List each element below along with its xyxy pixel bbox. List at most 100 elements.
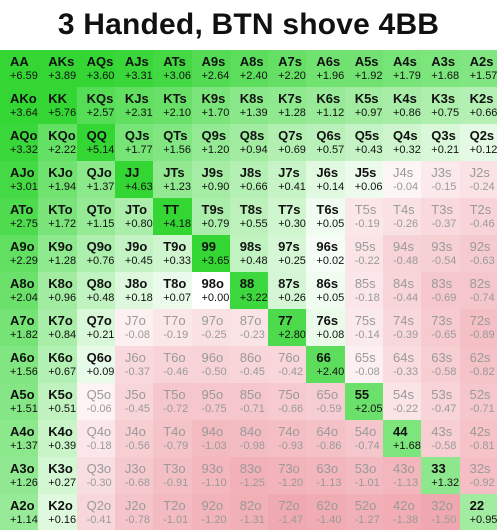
- hand-label: T3o: [163, 461, 186, 476]
- hand-label: 64s: [393, 350, 414, 365]
- hand-cell: 55 +2.05: [344, 383, 384, 421]
- ev-value: -0.45: [124, 403, 150, 415]
- hand-cell: T4o -0.79: [153, 420, 192, 458]
- ev-value: +1.79: [393, 70, 421, 82]
- ev-value: -0.86: [316, 440, 342, 452]
- hand-label: Q4s: [393, 128, 418, 143]
- hand-label: Q2o: [86, 498, 112, 513]
- hand-grid: AA +6.59 AKs +3.89 AQs +3.60 AJs +3.31 ATs +3.06 A…: [0, 50, 497, 530]
- ev-value: +1.39: [239, 107, 268, 119]
- hand-cell: K7o +0.84: [38, 309, 78, 347]
- ev-value: +1.28: [48, 255, 77, 267]
- hand-cell: Q2o -0.41: [76, 494, 116, 530]
- hand-label: 95s: [354, 239, 376, 254]
- ev-value: -0.82: [469, 366, 495, 378]
- hand-label: 84o: [239, 424, 262, 439]
- ev-value: -0.98: [239, 440, 265, 452]
- hand-label: 62o: [316, 498, 339, 513]
- hand-cell: T3o -0.91: [153, 457, 192, 495]
- ev-value: +0.84: [48, 329, 77, 341]
- ev-value: +5.76: [48, 107, 77, 119]
- hand-cell: K6o +0.67: [38, 346, 78, 384]
- ev-value: -0.48: [393, 255, 419, 267]
- hand-cell: TT +4.18: [153, 198, 192, 236]
- ev-value: +0.33: [163, 255, 192, 267]
- hand-label: K2s: [469, 91, 494, 106]
- hand-label: 95o: [201, 387, 224, 402]
- hand-cell: QJo +1.37: [76, 161, 116, 199]
- hand-cell: K2o +0.16: [38, 494, 78, 530]
- hand-cell: K5s +0.97: [344, 87, 384, 125]
- hand-cell: Q8o +0.48: [76, 272, 116, 310]
- ev-value: -1.50: [431, 514, 457, 526]
- hand-cell: 83o -1.25: [229, 457, 269, 495]
- hand-label: 83o: [239, 461, 262, 476]
- ev-value: +0.97: [354, 107, 383, 119]
- hand-label: TT: [163, 202, 180, 217]
- ev-value: +3.06: [163, 70, 192, 82]
- hand-cell: J7o -0.08: [114, 309, 154, 347]
- hand-cell: 72o -1.47: [268, 494, 307, 530]
- hand-label: A2o: [10, 498, 35, 513]
- hand-cell: K3o +0.27: [38, 457, 78, 495]
- hand-label: A4s: [393, 54, 417, 69]
- hand-cell: K2s +0.66: [459, 87, 497, 125]
- hand-cell: 82o -1.31: [229, 494, 269, 530]
- hand-label: 92o: [201, 498, 224, 513]
- hand-label: J2s: [469, 165, 490, 180]
- hand-label: 43o: [393, 461, 415, 476]
- ev-value: +1.26: [10, 477, 38, 489]
- ev-value: +0.67: [48, 366, 77, 378]
- hand-label: J4s: [393, 165, 414, 180]
- hand-cell: KJo +1.94: [38, 161, 78, 199]
- hand-label: A7o: [10, 313, 35, 328]
- ev-value: +2.57: [86, 107, 115, 119]
- hand-label: KQs: [86, 91, 114, 106]
- hand-cell: 63o -1.13: [306, 457, 346, 495]
- hand-cell: 95s -0.22: [344, 235, 384, 273]
- hand-label: 87s: [278, 276, 300, 291]
- ev-value: -0.08: [354, 366, 380, 378]
- hand-label: J9s: [201, 165, 224, 180]
- hand-label: Q8o: [86, 276, 112, 291]
- hand-label: 86s: [316, 276, 339, 291]
- hand-label: 42o: [393, 498, 415, 513]
- ev-value: +1.15: [86, 218, 115, 230]
- hand-cell: J8o +0.18: [114, 272, 154, 310]
- hand-label: A2s: [469, 54, 494, 69]
- hand-cell: T2o -1.01: [153, 494, 192, 530]
- hand-label: J7s: [278, 165, 300, 180]
- hand-cell: T8o +0.07: [153, 272, 192, 310]
- hand-cell: 73o -1.20: [268, 457, 307, 495]
- hand-cell: A7o +1.82: [0, 309, 39, 347]
- ev-value: +4.18: [163, 218, 192, 230]
- hand-label: J5o: [124, 387, 146, 402]
- hand-cell: 65s -0.08: [344, 346, 384, 384]
- ev-value: -0.91: [163, 477, 189, 489]
- hand-label: Q6o: [86, 350, 112, 365]
- ev-value: +1.32: [431, 477, 460, 489]
- hand-cell: A7s +2.20: [268, 50, 307, 88]
- hand-label: K8o: [48, 276, 73, 291]
- ev-value: +1.28: [278, 107, 306, 119]
- hand-cell: 86s +0.05: [306, 272, 346, 310]
- ev-value: -0.79: [163, 440, 189, 452]
- hand-label: T8s: [239, 202, 263, 217]
- ev-value: +1.23: [163, 181, 192, 193]
- hand-cell: Q7s +0.69: [268, 124, 307, 162]
- hand-label: Q2s: [469, 128, 495, 143]
- hand-cell: 53s -0.47: [421, 383, 461, 421]
- hand-label: AA: [10, 54, 29, 69]
- hand-label: T6o: [163, 350, 186, 365]
- hand-cell: 72s -0.89: [459, 309, 497, 347]
- hand-label: K4s: [393, 91, 417, 106]
- hand-label: K3o: [48, 461, 73, 476]
- hand-cell: 88 +3.22: [229, 272, 269, 310]
- hand-cell: 62o -1.40: [306, 494, 346, 530]
- hand-cell: 76s +0.08: [306, 309, 346, 347]
- ev-value: +0.76: [86, 255, 115, 267]
- ev-value: +0.08: [316, 329, 345, 341]
- hand-label: 43s: [431, 424, 453, 439]
- ev-value: -1.40: [316, 514, 342, 526]
- ev-value: +0.66: [239, 181, 268, 193]
